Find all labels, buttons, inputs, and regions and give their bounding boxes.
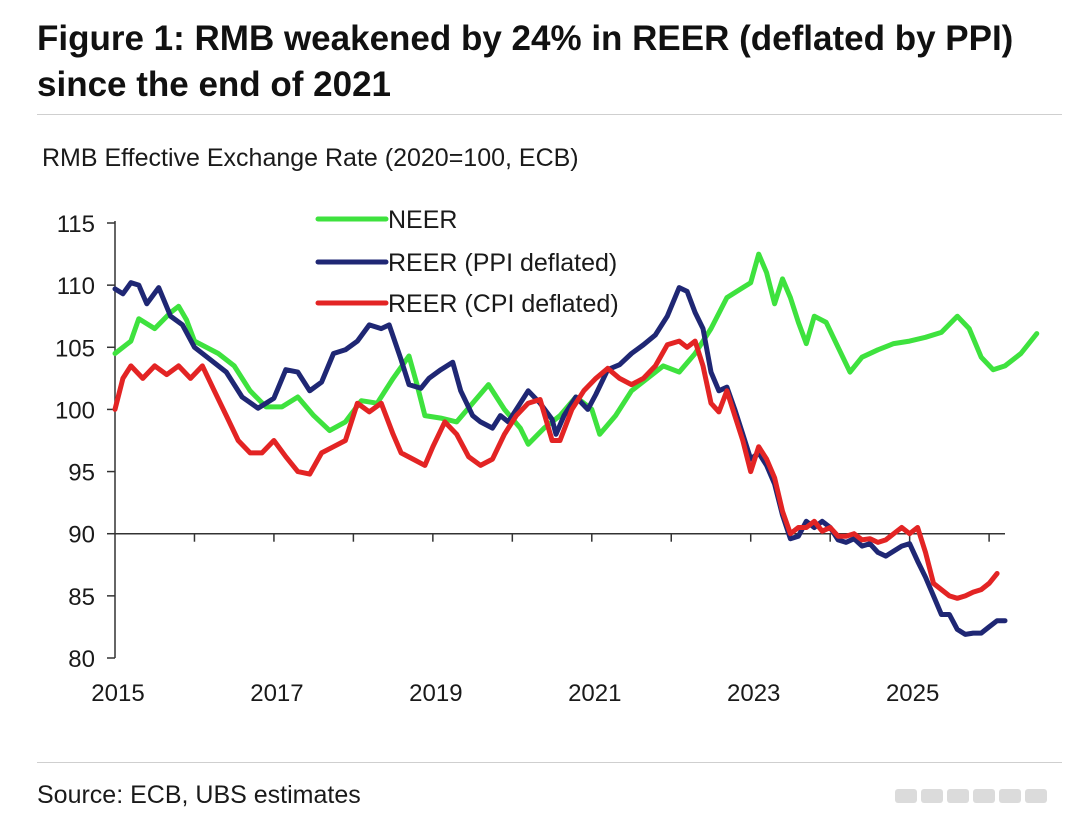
x-tick-label: 2017: [250, 680, 303, 707]
legend-label-reer-ppi: REER (PPI deflated): [388, 249, 617, 277]
footer-divider: [37, 762, 1062, 763]
y-tick-label: 85: [68, 584, 95, 611]
x-tick-label: 2015: [91, 680, 144, 707]
chart-axes: 80 85 90 95 100 105 110 115 2015 2017 2019 2021 2023…: [55, 211, 990, 707]
series-line-reer-cpi: [112, 338, 1000, 601]
figure-title: Figure 1: RMB weakened by 24% in REER (d…: [37, 19, 1014, 104]
y-tick-label: 105: [55, 335, 95, 362]
x-tick-label: 2021: [568, 680, 621, 707]
y-tick-label: 110: [57, 273, 95, 300]
chart-title: RMB Effective Exchange Rate (2020=100, E…: [42, 144, 579, 172]
legend-label-neer: NEER: [388, 206, 457, 234]
y-tick-label: 115: [57, 211, 95, 238]
y-tick-label: 80: [68, 646, 95, 673]
x-tick-label: 2019: [409, 680, 462, 707]
y-tick-label: 90: [68, 522, 95, 549]
y-tick-label: 100: [55, 397, 95, 424]
series-line-neer: [112, 251, 1040, 447]
watermark: [895, 786, 1070, 806]
series-line-reer-ppi: [112, 280, 1008, 637]
y-tick-label: 95: [68, 460, 95, 487]
x-tick-label: 2025: [886, 680, 939, 707]
legend-label-reer-cpi: REER (CPI deflated): [388, 290, 619, 318]
chart-legend: NEER REER (PPI deflated) REER (CPI deflate…: [315, 206, 619, 318]
source-note: Source: ECB, UBS estimates: [37, 781, 361, 809]
x-tick-label: 2023: [727, 680, 780, 707]
series-lines: [112, 251, 1040, 637]
title-divider: [37, 114, 1062, 115]
